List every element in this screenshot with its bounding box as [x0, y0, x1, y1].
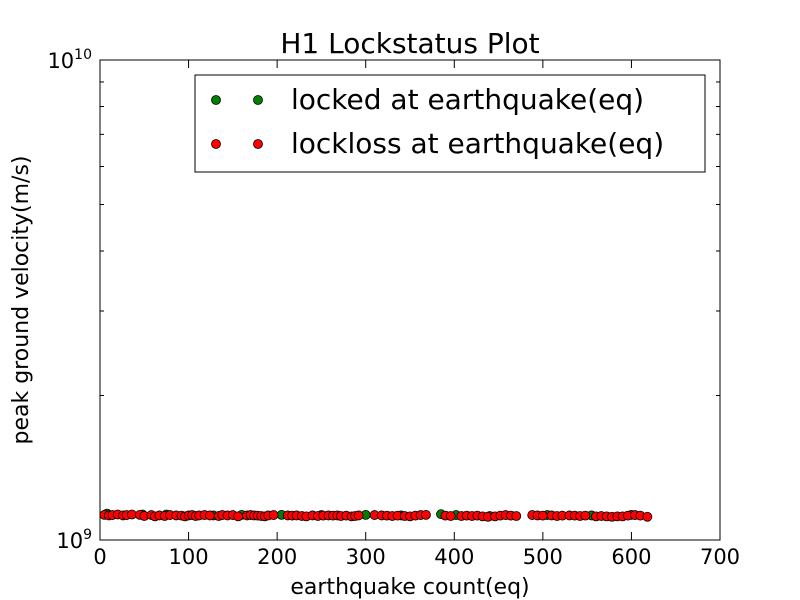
legend-label-lockloss: lockloss at earthquake(eq) [291, 127, 664, 160]
x-tick-label: 400 [434, 545, 474, 569]
y-axis-label: peak ground velocity(m/s) [9, 156, 34, 445]
x-axis-tick-labels: 0 100 200 300 400 500 600 700 [93, 545, 740, 569]
data-point-lockloss [445, 511, 456, 521]
legend-marker-lockloss [211, 139, 221, 149]
data-point-lockloss [421, 509, 431, 520]
legend-entry-lockloss: lockloss at earthquake(eq) [211, 127, 664, 160]
legend-marker-lockloss [253, 139, 263, 149]
data-point-lockloss [511, 511, 522, 521]
axis-ticks [99, 59, 721, 541]
data-point-lockloss [537, 510, 548, 521]
data-point-lockloss [642, 511, 653, 522]
x-axis-label: earthquake count(eq) [290, 575, 529, 600]
data-point-lockloss [233, 511, 244, 522]
legend-box [194, 74, 706, 173]
legend-label-locked: locked at earthquake(eq) [291, 83, 644, 116]
x-tick-label: 300 [346, 545, 386, 569]
x-tick-label: 0 [93, 545, 106, 569]
data-point-lockloss [204, 510, 215, 521]
legend-marker-locked [211, 95, 221, 105]
x-tick-label: 600 [611, 545, 651, 569]
legend-entry-locked: locked at earthquake(eq) [211, 83, 644, 116]
y-tick-label: 1010 [47, 47, 92, 73]
x-tick-label: 700 [700, 545, 740, 569]
data-point-lockloss [580, 510, 591, 521]
data-point-lockloss [353, 510, 364, 521]
data-point-lockloss [268, 510, 279, 520]
x-tick-label: 200 [257, 545, 297, 569]
y-tick-label: 109 [56, 527, 92, 553]
x-tick-label: 100 [169, 545, 209, 569]
legend-marker-locked [253, 95, 263, 105]
y-axis-tick-labels: 109 1010 [47, 47, 92, 553]
legend: locked at earthquake(eq) lockloss at ear… [194, 74, 706, 173]
data-points [99, 508, 653, 522]
chart-title: H1 Lockstatus Plot [280, 27, 539, 60]
x-tick-label: 500 [523, 545, 563, 569]
